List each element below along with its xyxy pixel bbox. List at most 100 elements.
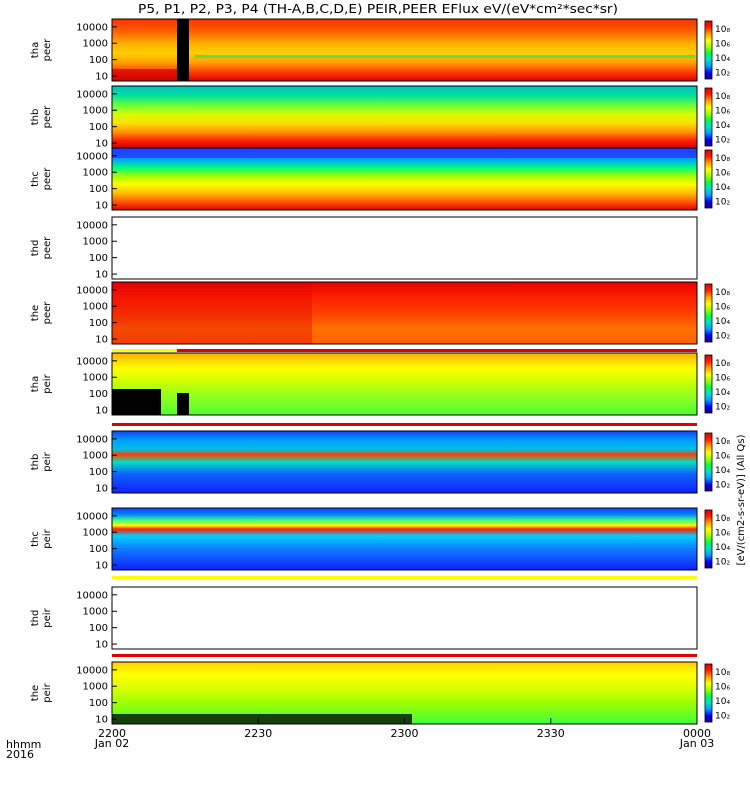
mode-bar <box>177 349 697 352</box>
colorbar-tick-label: 10₈ <box>715 437 730 447</box>
chart-title: P5, P1, P2, P3, P4 (TH-A,B,C,D,E) PEIR,P… <box>138 1 618 16</box>
data-gap <box>177 393 189 415</box>
colorbar-scale <box>704 87 713 147</box>
low-count-region <box>112 714 412 724</box>
colorbar-scale <box>704 354 713 414</box>
y-tick-label: 10000 <box>76 151 108 162</box>
x-row-label-1: hhmm <box>6 738 41 751</box>
y-tick-label: 10 <box>95 335 108 346</box>
y-tick-label: 10000 <box>76 590 108 601</box>
y-tick-label: 1000 <box>83 39 108 50</box>
y-tick-label: 1000 <box>83 373 108 384</box>
colorbar-tick-label: 10₈ <box>715 668 730 678</box>
warm-region <box>112 282 312 344</box>
colorbar-tick-label: 10₄ <box>715 183 730 193</box>
colorbar-tick-label: 10₈ <box>715 288 730 298</box>
mode-bar <box>112 576 697 579</box>
y-tick-label: 10000 <box>76 434 108 445</box>
y-tick-label: 10 <box>95 640 108 651</box>
panel-frame <box>111 507 698 571</box>
colorbar: 10₂ 10₄ 10₆ 10₈ <box>704 432 730 492</box>
colorbar-tick-label: 10₂ <box>715 331 730 341</box>
colorbar-tick-label: 10₂ <box>715 480 730 490</box>
mode-bar <box>112 349 177 352</box>
colorbar-scale <box>704 663 713 723</box>
colorbar-scale <box>704 20 713 80</box>
colorbar: 10₂ 10₄ 10₆ 10₈ <box>704 509 730 569</box>
colorbar-scale <box>704 432 713 492</box>
panel-species-label: peer <box>42 38 53 62</box>
panel-probe-label: thd <box>30 610 41 627</box>
data-gap <box>177 19 189 81</box>
colorbar-tick-label: 10₄ <box>715 697 730 707</box>
y-tick-label: 10 <box>95 139 108 150</box>
colorbar-tick-label: 10₆ <box>715 106 730 116</box>
colorbar-tick-label: 10₄ <box>715 388 730 398</box>
colorbar: 10₂ 10₄ 10₆ 10₈ <box>704 149 730 209</box>
panel-probe-label: tha <box>30 42 41 58</box>
y-tick-label: 10 <box>95 72 108 83</box>
panel-thc-peir: 10 100 1000 10000 thc peir 10₂ 10₄ 10₆ 10₈ <box>30 507 730 579</box>
colorbar-scale <box>704 149 713 209</box>
spectrogram-image <box>112 353 697 415</box>
colorbar-tick-label: 10₂ <box>715 711 730 721</box>
panel-the-peir: 10 100 1000 10000 the peir 10₂ 10₄ 10₆ 10₈ <box>30 654 730 726</box>
colorbar-tick-label: 10₆ <box>715 168 730 178</box>
panel-species-label: peir <box>42 607 53 627</box>
y-tick-label: 10000 <box>76 665 108 676</box>
mode-bar <box>112 654 697 657</box>
y-tick-label: 10 <box>95 201 108 212</box>
colorbar: 10₂ 10₄ 10₆ 10₈ <box>704 354 730 414</box>
panel-probe-label: thb <box>30 109 41 126</box>
spectrogram-image <box>112 431 697 493</box>
panel-frame <box>111 586 698 650</box>
colorbar: 10₂ 10₄ 10₆ 10₈ <box>704 87 730 147</box>
y-tick-label: 1000 <box>83 528 108 539</box>
y-tick-label: 1000 <box>83 106 108 117</box>
panel-probe-label: thc <box>30 171 41 187</box>
x-tick-label: 0000 <box>683 727 711 740</box>
colorbar-tick-label: 10₈ <box>715 514 730 524</box>
panel-probe-label: thd <box>30 240 41 257</box>
colorbar-tick-label: 10₂ <box>715 135 730 145</box>
panel-tha-peir: 10 100 1000 10000 tha peir 10₂ 10₄ 10₆ 10₈ <box>30 349 730 417</box>
panel-frame <box>111 352 698 416</box>
colorbar-tick-label: 10₂ <box>715 68 730 78</box>
colorbar-tick-label: 10₄ <box>715 466 730 476</box>
y-tick-label: 10000 <box>76 356 108 367</box>
y-tick-label: 1000 <box>83 451 108 462</box>
panel-frame <box>111 430 698 494</box>
y-tick-label: 100 <box>89 544 108 555</box>
panel-frame <box>111 281 698 345</box>
panel-species-label: peir <box>42 373 53 393</box>
low-count-region <box>112 389 161 415</box>
panel-species-label: peer <box>42 301 53 325</box>
x-tick-label: 2230 <box>244 727 272 740</box>
colorbar-tick-label: 10₈ <box>715 25 730 35</box>
colorbar-scale <box>704 509 713 569</box>
colorbar-tick-label: 10₆ <box>715 528 730 538</box>
panel-frame <box>111 18 698 82</box>
spectrogram-image <box>112 282 697 344</box>
y-tick-label: 10000 <box>76 285 108 296</box>
panel-species-label: peer <box>42 105 53 129</box>
colorbar-label: [eV/(cm2-s-sr-eV)] (All Qs) <box>736 434 747 565</box>
colorbar-tick-label: 10₆ <box>715 373 730 383</box>
y-tick-label: 100 <box>89 698 108 709</box>
y-tick-label: 100 <box>89 253 108 264</box>
y-tick-label: 10000 <box>76 511 108 522</box>
y-tick-label: 1000 <box>83 682 108 693</box>
colorbar-tick-label: 10₆ <box>715 451 730 461</box>
panel-species-label: peir <box>42 528 53 548</box>
y-tick-label: 10 <box>95 561 108 572</box>
y-tick-label: 1000 <box>83 237 108 248</box>
panel-probe-label: tha <box>30 376 41 392</box>
panel-thd-peer: 10 100 1000 10000 thd peer <box>30 216 698 281</box>
y-tick-label: 10000 <box>76 89 108 100</box>
panel-thb-peir: 10 100 1000 10000 thb peir 10₂ 10₄ 10₆ 10₈ <box>30 423 730 495</box>
spectrogram-image <box>112 19 697 81</box>
colorbar-tick-label: 10₆ <box>715 39 730 49</box>
panel-species-label: peer <box>42 167 53 191</box>
